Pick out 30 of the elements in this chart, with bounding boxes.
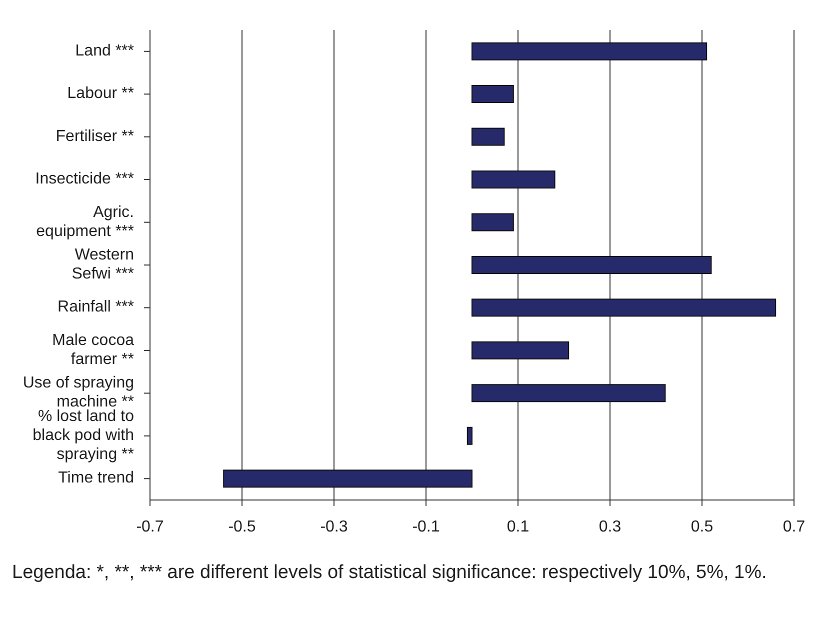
- x-tick-label: 0.5: [690, 518, 714, 536]
- y-tick-label: Agric. equipment ***: [36, 204, 134, 240]
- x-tick-label: -0.5: [228, 518, 256, 536]
- y-tick-label: Insecticide ***: [35, 170, 134, 188]
- x-tick-label: 0.1: [506, 518, 530, 536]
- bar: [472, 42, 708, 60]
- bar: [472, 170, 556, 188]
- y-tick-label: Male cocoa farmer **: [52, 332, 134, 368]
- y-tick-label: Land ***: [75, 42, 134, 60]
- bar: [472, 384, 666, 402]
- bar: [472, 213, 514, 232]
- y-tick-label: Labour **: [67, 85, 134, 102]
- bar: [472, 85, 514, 104]
- bar: [472, 298, 776, 317]
- text: Legenda: *, **, *** are different levels of statistical significance: respectively 10%, 5%, 1%.: [11, 561, 768, 585]
- y-tick-label: Time trend: [58, 470, 134, 487]
- bar: [223, 470, 472, 488]
- x-tick-label: 0.7: [782, 518, 806, 536]
- bar: [472, 256, 712, 274]
- x-tick-label: -0.1: [412, 518, 440, 536]
- bar: [472, 341, 570, 360]
- y-tick-label: Fertiliser **: [56, 128, 134, 146]
- bar: [472, 128, 505, 146]
- x-tick-label: 0.3: [598, 518, 622, 536]
- y-tick-label: % lost land to black pod with spraying **: [32, 408, 134, 464]
- bar: [466, 426, 472, 445]
- y-tick-label: Rainfall ***: [58, 298, 134, 316]
- x-tick-label: -0.3: [320, 518, 348, 536]
- x-tick-label: -0.7: [136, 518, 164, 536]
- y-tick-label: Western Sefwi ***: [72, 246, 134, 283]
